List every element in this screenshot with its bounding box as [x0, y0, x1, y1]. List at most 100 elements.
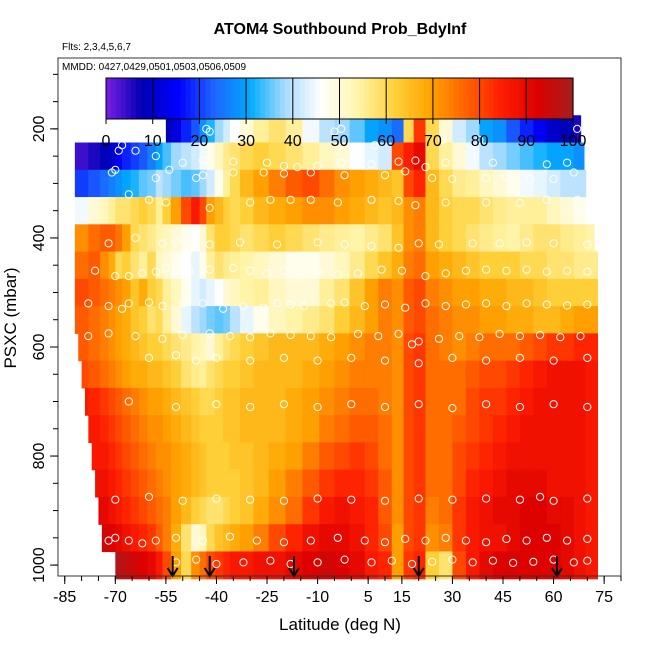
heatmap-cell: [452, 442, 467, 471]
heatmap-cell: [349, 551, 366, 580]
heatmap-cell: [465, 551, 481, 580]
observation-point: [205, 203, 214, 212]
colorbar-segment: [304, 78, 311, 119]
flights-subtitle: Flts: 2,3,4,5,6,7: [62, 42, 131, 53]
colorbar-segment: [533, 78, 539, 119]
heatmap-cell: [438, 197, 454, 225]
observation-point: [401, 303, 410, 312]
heatmap-cell: [413, 224, 427, 253]
heatmap-cell: [130, 142, 140, 171]
heatmap-cell: [573, 469, 587, 498]
observation-point: [542, 300, 551, 309]
heatmap-cell: [268, 278, 287, 307]
colorbar-segment: [240, 78, 246, 119]
heatmap-cell: [585, 306, 598, 334]
heatmap-cell: [546, 169, 561, 198]
heatmap-cell: [452, 224, 467, 253]
heatmap-cell: [181, 278, 192, 307]
heatmap-cell: [391, 551, 405, 580]
heatmap-cell: [122, 469, 132, 498]
heatmap-cell: [162, 360, 172, 389]
heatmap-cell: [285, 496, 304, 525]
heatmap-cell: [268, 333, 287, 362]
observation-point: [583, 534, 592, 544]
heatmap-cell: [191, 442, 201, 471]
heatmap-cell: [413, 469, 427, 498]
heatmap-cell: [546, 278, 561, 307]
heatmap-cell: [334, 251, 351, 280]
colorbar-segment: [274, 78, 281, 119]
heatmap-cell: [253, 169, 270, 198]
heatmap-cell: [74, 278, 89, 307]
colorbar-segment: [120, 78, 127, 119]
heatmap-cell: [506, 524, 521, 553]
observation-point: [151, 152, 160, 161]
observation-point: [414, 400, 423, 409]
colorbar-tick-label: 100: [560, 133, 587, 150]
heatmap-cell: [138, 360, 148, 389]
heatmap-cell: [268, 306, 287, 334]
heatmap-cell: [115, 387, 123, 416]
observation-point: [428, 557, 437, 566]
observation-point: [84, 299, 93, 308]
heatmap-cell: [560, 278, 575, 307]
observation-point: [128, 130, 137, 139]
heatmap-cell: [130, 524, 140, 553]
colorbar-segment: [190, 78, 197, 119]
heatmap-cell: [122, 169, 132, 198]
observation-point: [155, 124, 164, 133]
observation-point: [111, 272, 120, 281]
x-tick-label: 5: [364, 589, 373, 606]
heatmap-cell: [147, 169, 157, 198]
heatmap-cell: [206, 442, 216, 471]
heatmap-cell: [115, 278, 123, 307]
observation-point: [380, 171, 390, 180]
observation-point: [515, 402, 525, 412]
colorbar-segment: [438, 78, 445, 119]
heatmap-cell: [130, 551, 140, 580]
heatmap-cell: [285, 524, 304, 553]
observation-point: [488, 158, 497, 167]
heatmap-cell: [391, 115, 405, 144]
heatmap-cell: [206, 251, 216, 280]
heatmap-cell: [560, 551, 575, 580]
x-axis: -85 -70 -55 -40 -25 -10 5 15 30 45 60 75: [53, 576, 622, 606]
colorbar-segment: [418, 78, 425, 119]
heatmap-cell: [214, 197, 224, 225]
heatmap-cell: [181, 551, 192, 580]
heatmap-cell: [229, 360, 241, 389]
heatmap-cell: [162, 169, 172, 198]
heatmap-cell: [100, 442, 110, 471]
heatmap-cell: [425, 387, 440, 416]
heatmap-cell: [191, 169, 201, 198]
heatmap-cell: [223, 142, 231, 171]
heatmap-cell: [162, 333, 172, 362]
heatmap-cell: [425, 115, 440, 144]
heatmap-cell: [214, 551, 224, 580]
heatmap-cell: [506, 415, 521, 444]
x-tick-label: -25: [255, 589, 278, 606]
colorbar-tick-label: 70: [424, 133, 442, 150]
heatmap-cell: [147, 197, 157, 225]
observation-point: [306, 536, 315, 545]
observation-point: [205, 240, 214, 249]
heatmap-cell: [519, 306, 534, 334]
heatmap-cell: [492, 524, 507, 553]
colorbar-segment: [498, 78, 505, 119]
heatmap-cell: [191, 387, 201, 416]
heatmap-cell: [162, 197, 172, 225]
observation-point: [502, 534, 511, 544]
heatmap-cell: [334, 551, 351, 580]
observation-point: [583, 494, 592, 503]
heatmap-cell: [391, 469, 405, 498]
observation-point: [84, 332, 93, 341]
heatmap-cell: [155, 442, 164, 471]
observation-point: [502, 302, 511, 311]
observation-point: [138, 539, 147, 548]
heatmap-cell: [479, 142, 494, 171]
observation-point: [313, 402, 322, 412]
heatmap-cell: [199, 333, 207, 362]
colorbar-segment: [428, 78, 435, 119]
heatmap-cell: [452, 496, 467, 525]
heatmap-cell: [506, 469, 521, 498]
